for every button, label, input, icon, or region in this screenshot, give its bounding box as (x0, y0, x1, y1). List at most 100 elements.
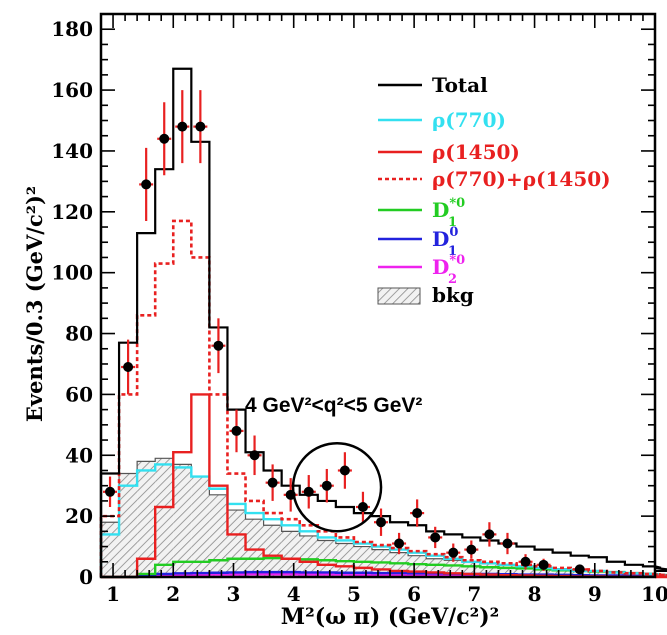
data-marker (177, 121, 188, 132)
y-tick-label: 100 (51, 261, 93, 285)
legend-label: D0 1 (432, 225, 458, 259)
data-marker (231, 425, 242, 436)
bkg-bar (552, 568, 571, 577)
data-point (175, 90, 190, 164)
x-tick-label: 3 (227, 582, 241, 606)
data-point (103, 476, 118, 508)
data-marker (249, 450, 260, 461)
data-point (211, 318, 226, 374)
data-marker (412, 508, 423, 519)
data-point (410, 499, 425, 527)
data-marker (538, 559, 549, 570)
data-marker (267, 477, 278, 488)
bkg-bar (606, 571, 625, 577)
bkg-bar (209, 494, 228, 577)
legend-label: ρ(770)+ρ(1450) (432, 167, 611, 191)
data-point (428, 526, 443, 549)
data-marker (339, 465, 350, 476)
bkg-bar (173, 464, 192, 577)
x-tick-label: 4 (287, 582, 301, 606)
legend-label: bkg (432, 283, 474, 307)
legend-item-d1star: D*0 1 (378, 196, 465, 230)
data-marker (466, 544, 477, 555)
data-marker (141, 179, 152, 190)
legend-item-bkg: bkg (377, 283, 474, 307)
bkg-bar (534, 567, 553, 577)
x-tick-label: 10 (641, 582, 667, 606)
data-points-layer (103, 90, 587, 575)
y-tick-label: 20 (65, 504, 93, 528)
highlight-circle (291, 441, 383, 533)
legend-item-rho770: ρ(770) (378, 108, 506, 132)
data-point (446, 543, 461, 562)
legend-item-d10: D0 1 (378, 225, 458, 259)
data-point (301, 475, 316, 509)
data-marker (357, 502, 368, 513)
x-tick-label: 9 (588, 582, 602, 606)
data-point (355, 491, 370, 523)
data-point (518, 554, 533, 570)
data-marker (213, 340, 224, 351)
legend-item-rhosum: ρ(770)+ρ(1450) (378, 167, 611, 191)
data-marker (123, 362, 134, 373)
bkg-bar (263, 525, 282, 577)
bkg-bar (516, 566, 535, 577)
data-point (283, 478, 298, 512)
x-tick-label: 8 (528, 582, 542, 606)
x-tick-label: 7 (467, 582, 481, 606)
series-total-line (99, 67, 667, 577)
data-point (374, 508, 389, 536)
legend-swatch (377, 287, 421, 305)
bkg-bar (191, 476, 210, 577)
legend-label: D*0 1 (432, 196, 465, 230)
data-point (139, 147, 154, 221)
bkg-bar (101, 522, 120, 577)
legend-item-d2star: D*0 2 (378, 253, 465, 287)
data-marker (430, 532, 441, 543)
bkg-bar (281, 531, 300, 577)
data-marker (520, 556, 531, 567)
y-axis-label: Events/0.3 (GeV/c²)² (22, 186, 47, 422)
bkg-bar (227, 510, 246, 577)
data-point (247, 435, 262, 476)
series-rhosum-line (99, 219, 667, 577)
bkg-bar (588, 570, 607, 577)
y-tick-label: 80 (65, 322, 93, 346)
q2-range-annotation: 4 GeV²<q²<5 GeV² (245, 394, 422, 417)
legend-item-rho1450: ρ(1450) (378, 140, 520, 164)
data-point (193, 90, 208, 164)
y-tick-label: 140 (51, 139, 93, 163)
x-tick-label: 5 (347, 582, 361, 606)
y-tick-label: 40 (65, 443, 93, 467)
legend-label: ρ(770) (432, 108, 506, 132)
data-point (121, 339, 136, 395)
data-point (536, 558, 551, 571)
x-tick-label: 6 (407, 582, 421, 606)
data-point (229, 409, 244, 453)
legend-label: D*0 2 (432, 253, 465, 287)
data-marker (502, 538, 513, 549)
bkg-hatched-area (100, 457, 667, 577)
data-point (337, 452, 352, 489)
x-tick-label: 2 (166, 582, 180, 606)
data-point (464, 540, 479, 559)
series-rho770-line (99, 463, 667, 577)
data-marker (484, 529, 495, 540)
bkg-bar (137, 461, 156, 577)
x-tick-label: 1 (106, 582, 120, 606)
legend: Total ρ(770) ρ(1450) ρ(770)+ρ(1450) D*0 1D0 1D… (377, 73, 611, 307)
data-point (482, 522, 497, 547)
bkg-bar (317, 540, 336, 577)
data-marker (303, 486, 314, 497)
data-point (392, 532, 407, 555)
y-tick-label: 60 (65, 382, 93, 406)
y-tick-label: 0 (79, 565, 93, 589)
data-point (500, 532, 515, 555)
data-marker (105, 486, 116, 497)
bkg-bar (119, 473, 138, 577)
data-marker (321, 480, 332, 491)
bkg-bar (155, 458, 174, 577)
data-marker (376, 517, 387, 528)
